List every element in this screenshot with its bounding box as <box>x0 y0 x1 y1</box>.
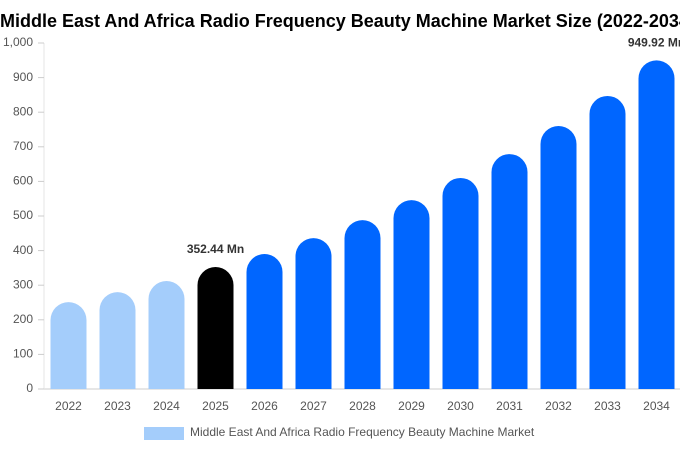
y-tick-label: 600 <box>13 174 33 188</box>
bar <box>638 60 675 389</box>
y-tick-label: 700 <box>13 139 33 153</box>
bar <box>491 154 528 389</box>
x-tick-label: 2030 <box>447 399 474 413</box>
bar <box>197 267 234 389</box>
x-tick-label: 2029 <box>398 399 425 413</box>
y-tick-label: 0 <box>26 381 33 395</box>
bar <box>442 177 479 389</box>
bar <box>148 281 185 389</box>
x-tick-label: 2025 <box>202 399 229 413</box>
y-tick-label: 400 <box>13 243 33 257</box>
x-tick-label: 2027 <box>300 399 327 413</box>
x-tick-label: 2032 <box>545 399 572 413</box>
x-tick-label: 2024 <box>153 399 180 413</box>
bar <box>589 95 626 390</box>
x-tick-label: 2022 <box>55 399 82 413</box>
x-tick-label: 2023 <box>104 399 131 413</box>
y-tick-label: 200 <box>13 312 33 326</box>
x-tick-label: 2034 <box>643 399 670 413</box>
bar <box>246 254 283 389</box>
chart-title: Middle East And Africa Radio Frequency B… <box>0 11 680 31</box>
bar <box>99 292 136 389</box>
x-tick-label: 2028 <box>349 399 376 413</box>
y-tick-label: 900 <box>13 70 33 84</box>
x-tick-label: 2026 <box>251 399 278 413</box>
y-tick-label: 300 <box>13 277 33 291</box>
value-label: 352.44 Mn <box>187 242 244 256</box>
value-label: 949.92 Mn <box>628 35 680 49</box>
bar <box>344 220 381 389</box>
legend-swatch <box>144 427 184 440</box>
bar <box>393 200 430 389</box>
y-tick-label: 100 <box>13 347 33 361</box>
y-tick-label: 1,000 <box>3 35 33 49</box>
y-tick-label: 500 <box>13 208 33 222</box>
y-tick-label: 800 <box>13 104 33 118</box>
x-tick-label: 2033 <box>594 399 621 413</box>
x-tick-label: 2031 <box>496 399 523 413</box>
bar <box>540 126 577 390</box>
bar <box>50 302 87 389</box>
bar <box>295 238 332 389</box>
legend-label: Middle East And Africa Radio Frequency B… <box>190 425 535 439</box>
